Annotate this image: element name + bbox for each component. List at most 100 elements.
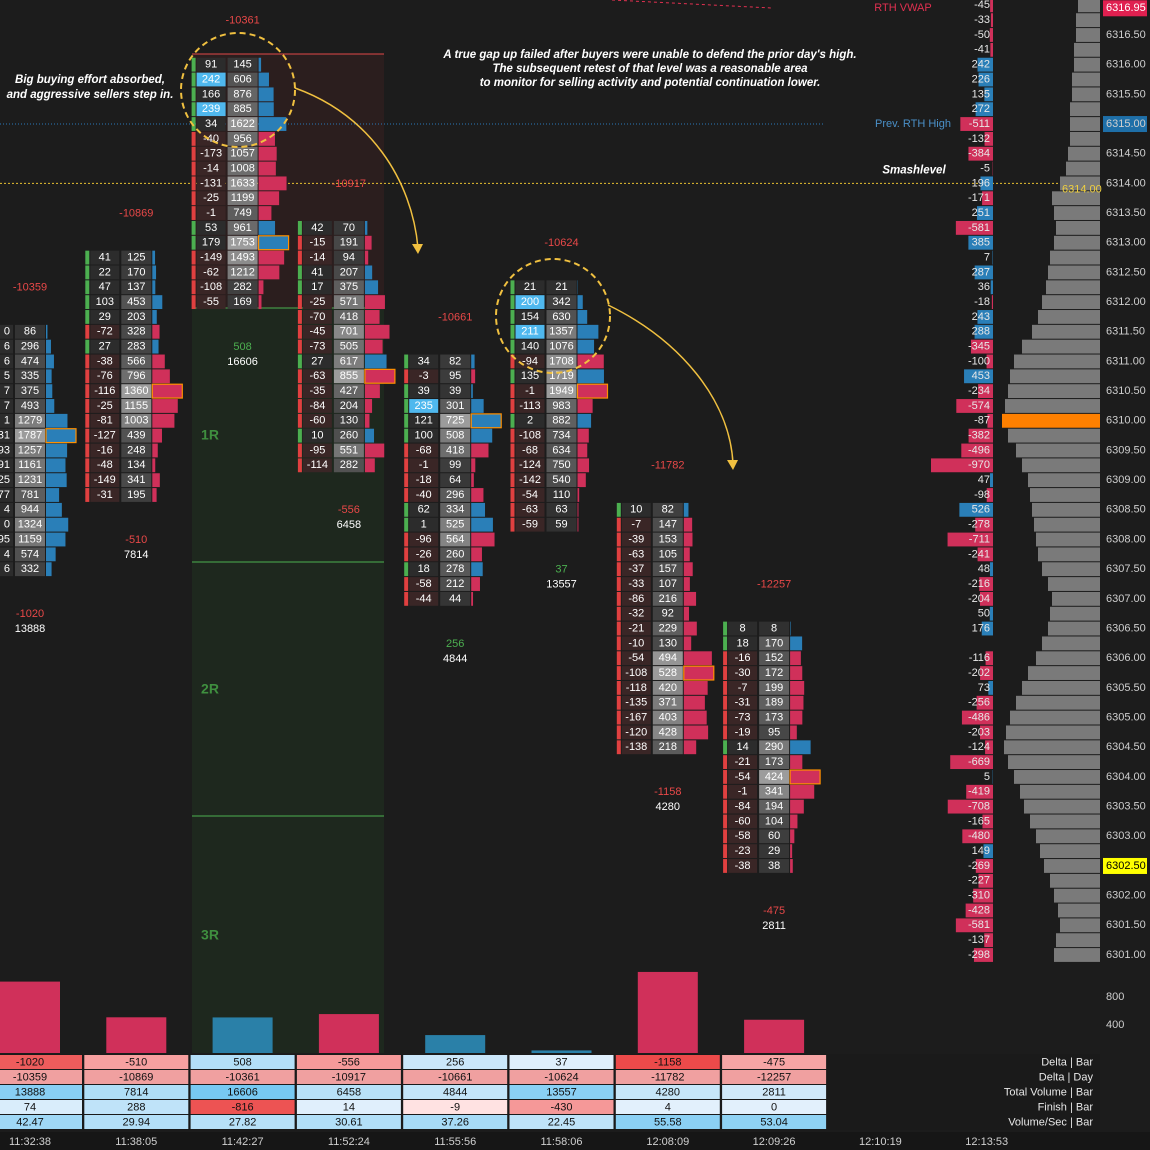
- profile-bar: [1048, 577, 1100, 591]
- table-cell: [615, 1070, 720, 1084]
- delta-cell: [302, 369, 332, 384]
- table-cell: [615, 1055, 720, 1069]
- volume-cell: [333, 265, 364, 280]
- delta-value: -21: [628, 622, 644, 634]
- delta-value: 95: [0, 533, 10, 545]
- volume-bar: [151, 383, 183, 399]
- delta-cell: [515, 295, 545, 310]
- volume-bar: [46, 517, 69, 532]
- delta-value: 4: [4, 504, 10, 516]
- volume-bar: [152, 354, 165, 369]
- vwap-name: RTH VWAP: [874, 2, 931, 14]
- delta-cell: [621, 666, 651, 680]
- table-value: -1020: [16, 1056, 44, 1068]
- delta-cell: [90, 354, 120, 369]
- profile-delta-bar: [956, 399, 993, 413]
- table-cell: [84, 1055, 189, 1069]
- table-cell: [509, 1055, 614, 1069]
- volume-bar: [790, 636, 803, 651]
- delta-value: -1: [206, 207, 216, 219]
- delta-strip: [297, 369, 302, 384]
- bar-volume: 13888: [15, 623, 46, 635]
- profile-delta-bar: [976, 695, 993, 710]
- volume-value: 194: [765, 801, 783, 813]
- delta-value: 6: [4, 563, 10, 575]
- delta-strip: [191, 206, 196, 220]
- table-cell: [722, 1055, 827, 1069]
- volume-value: 94: [343, 251, 355, 263]
- volume-bar: [258, 102, 274, 117]
- volume-value: 107: [659, 578, 677, 590]
- table-cell: [0, 1070, 82, 1084]
- volume-bar: [683, 532, 693, 547]
- delta-strip: [616, 502, 621, 517]
- volume-cell: [15, 443, 45, 458]
- volume-cell: [440, 369, 471, 384]
- volume-value: 876: [233, 88, 251, 100]
- profile-delta: 288: [972, 326, 990, 338]
- volume-bar: [471, 369, 476, 384]
- volume-value: 944: [21, 504, 39, 516]
- table-value: 4844: [443, 1086, 467, 1098]
- volume-cell: [546, 339, 577, 354]
- delta-strip: [616, 740, 621, 755]
- delta-strip: [297, 250, 302, 265]
- volume-value: 199: [765, 682, 783, 694]
- delta-cell: [621, 680, 651, 695]
- delta-cell: [728, 680, 758, 695]
- delta-strip: [510, 458, 515, 473]
- volume-value: 1324: [18, 519, 42, 531]
- profile-delta: 196: [972, 177, 990, 189]
- delta-strip: [191, 220, 196, 235]
- volume-cell: [440, 473, 471, 488]
- delta-value: 6: [4, 355, 10, 367]
- delta-value: 6: [4, 341, 10, 353]
- volume-cell: [121, 310, 152, 324]
- profile-delta-bar: [989, 562, 993, 577]
- volume-value: 885: [233, 103, 251, 115]
- table-value: -10869: [119, 1071, 153, 1083]
- bar-volume: 2811: [762, 920, 786, 932]
- volume-value: 105: [659, 548, 677, 560]
- delta-strip: [404, 591, 409, 606]
- profile-bar: [1050, 606, 1100, 621]
- delta-strip: [510, 369, 515, 384]
- delta-cell: [0, 532, 13, 547]
- volume-value: 29: [768, 845, 780, 857]
- delta-value: -1: [525, 385, 535, 397]
- volume-value: 1199: [231, 192, 255, 204]
- delta-cell: [515, 310, 545, 324]
- day-delta: -10661: [438, 311, 472, 323]
- delta-value: 25: [0, 474, 10, 486]
- delta-value: 41: [99, 251, 111, 263]
- volume-cell: [652, 621, 683, 636]
- volume-cell: [121, 413, 152, 428]
- delta-value: 135: [521, 370, 539, 382]
- delta-value: -84: [309, 400, 325, 412]
- profile-delta: -382: [968, 430, 990, 442]
- profile-bar: [1006, 725, 1100, 740]
- volume-value: 1003: [124, 415, 148, 427]
- delta-value: 100: [415, 430, 433, 442]
- delta-cell: [302, 399, 332, 413]
- volume-value: 137: [127, 281, 145, 293]
- volume-value: 335: [21, 370, 39, 382]
- volume-bar: [152, 339, 159, 354]
- table-cell: [0, 1085, 82, 1099]
- delta-value: 21: [524, 281, 536, 293]
- delta-value: 47: [99, 281, 111, 293]
- price-label: 6310.50: [1106, 385, 1146, 397]
- volume-bar: [683, 651, 712, 666]
- volume-bar: [577, 354, 604, 369]
- delta-cell: [409, 384, 439, 399]
- delta-strip: [616, 710, 621, 725]
- delta-cell: [0, 413, 13, 428]
- delta-value: 2: [527, 415, 533, 427]
- delta-value: -25: [203, 192, 219, 204]
- profile-bar: [1008, 755, 1100, 770]
- delta-value: 91: [205, 59, 217, 71]
- volume-tick: 800: [1106, 991, 1124, 1003]
- delta-cell: [515, 488, 545, 502]
- delta-value: -60: [735, 815, 751, 827]
- table-cell: [84, 1085, 189, 1099]
